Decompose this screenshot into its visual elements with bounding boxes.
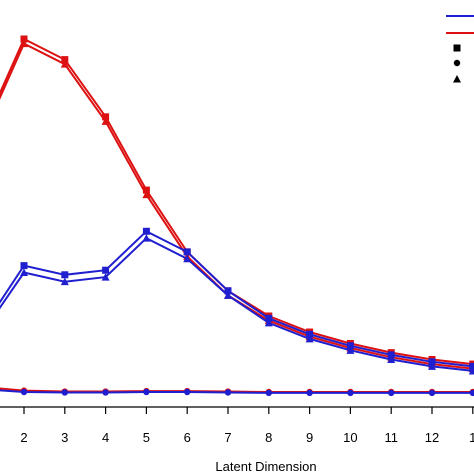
data-point bbox=[468, 366, 474, 375]
data-point bbox=[20, 268, 28, 277]
data-point bbox=[20, 39, 28, 48]
data-point bbox=[102, 266, 110, 274]
data-point bbox=[183, 248, 191, 256]
series-line-1 bbox=[0, 42, 473, 370]
x-tick-label: 11 bbox=[384, 430, 398, 445]
x-tick-label: 12 bbox=[425, 430, 439, 445]
data-point bbox=[60, 60, 69, 68]
data-point bbox=[20, 262, 28, 270]
data-point bbox=[61, 389, 68, 396]
x-tick-label: 2 bbox=[20, 430, 27, 445]
series-line-3 bbox=[0, 236, 473, 372]
data-point bbox=[61, 56, 69, 64]
data-point bbox=[347, 389, 354, 397]
series-line-2 bbox=[0, 230, 473, 368]
data-point bbox=[387, 355, 396, 363]
data-point bbox=[265, 389, 272, 397]
data-point bbox=[469, 362, 474, 370]
x-tick-label: 6 bbox=[184, 430, 191, 445]
data-point bbox=[306, 389, 313, 397]
legend bbox=[446, 15, 474, 83]
data-point bbox=[142, 227, 150, 235]
data-point bbox=[142, 190, 151, 199]
data-point bbox=[20, 388, 28, 396]
data-point bbox=[224, 389, 232, 396]
data-point bbox=[142, 234, 151, 242]
data-point bbox=[264, 318, 273, 327]
data-point bbox=[346, 346, 355, 354]
data-point bbox=[60, 277, 69, 286]
data-point bbox=[387, 351, 395, 359]
data-point bbox=[101, 273, 110, 281]
legend-marker-square bbox=[453, 44, 461, 52]
x-tick-label: 10 bbox=[343, 430, 357, 445]
data-point bbox=[183, 254, 192, 263]
data-point bbox=[305, 334, 314, 343]
data-point bbox=[102, 389, 109, 396]
x-axis-label: Latent Dimension bbox=[215, 459, 316, 474]
data-point bbox=[428, 362, 436, 370]
legend-marker-triangle bbox=[453, 75, 461, 83]
data-point bbox=[388, 389, 395, 397]
data-point bbox=[61, 271, 69, 279]
data-point bbox=[265, 314, 273, 322]
x-tick-label: 4 bbox=[102, 430, 109, 445]
data-point bbox=[184, 388, 191, 396]
x-tick-label: 8 bbox=[265, 430, 272, 445]
x-tick-label: 9 bbox=[306, 430, 313, 445]
data-point bbox=[143, 388, 150, 396]
x-tick-label: 7 bbox=[224, 430, 231, 445]
x-tick-label: 3 bbox=[61, 430, 68, 445]
data-point bbox=[224, 291, 232, 299]
data-point bbox=[428, 358, 436, 366]
data-point bbox=[428, 389, 436, 397]
data-point bbox=[346, 342, 354, 350]
x-tick-label: 1 bbox=[469, 430, 474, 445]
data-point bbox=[20, 35, 28, 43]
series-line-4 bbox=[0, 387, 473, 393]
x-axis: 1234567891011121 bbox=[0, 406, 474, 445]
series-line-0 bbox=[0, 37, 473, 366]
data-point bbox=[102, 113, 110, 121]
data-point bbox=[224, 287, 232, 295]
data-point bbox=[142, 186, 150, 194]
data-point bbox=[101, 117, 110, 125]
data-point bbox=[469, 389, 474, 397]
data-point bbox=[306, 330, 314, 338]
x-tick-label: 5 bbox=[143, 430, 150, 445]
plot-area bbox=[0, 35, 474, 397]
legend-marker-circle bbox=[453, 59, 461, 67]
